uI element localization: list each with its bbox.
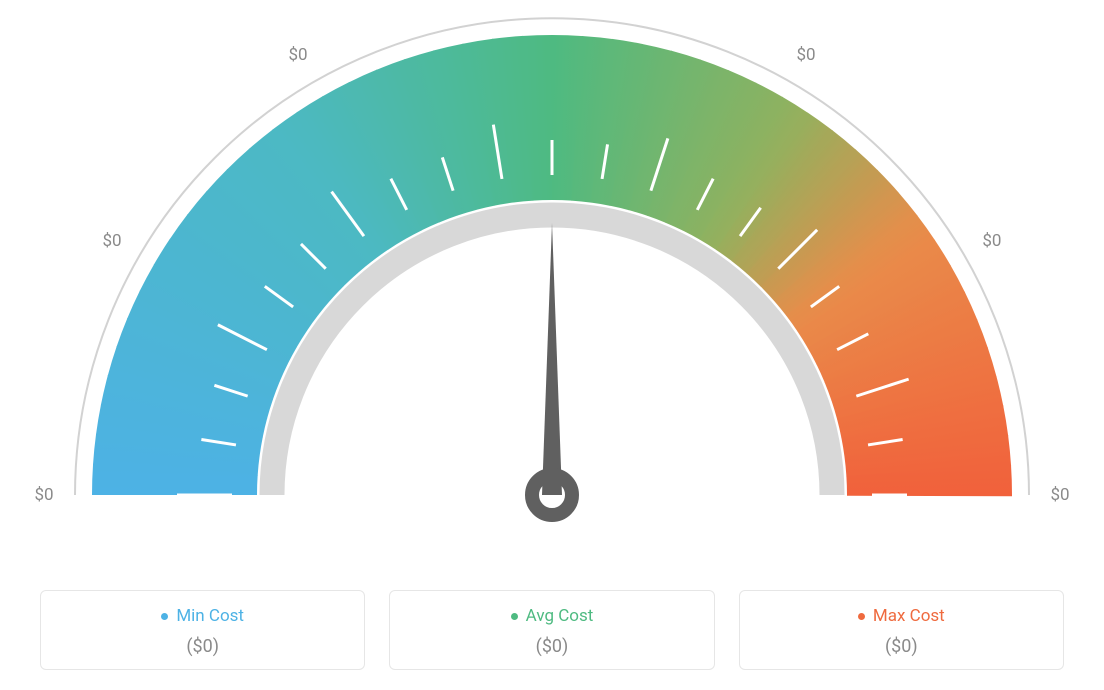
- legend-dot-icon: [511, 613, 518, 620]
- legend-title: Min Cost: [161, 606, 244, 626]
- legend-row: Min Cost ($0) Avg Cost ($0) Max Cost ($0): [40, 590, 1064, 671]
- legend-card: Max Cost ($0): [739, 590, 1064, 671]
- legend-card: Avg Cost ($0): [389, 590, 714, 671]
- legend-title: Avg Cost: [511, 606, 594, 626]
- legend-label: Avg Cost: [526, 606, 594, 626]
- legend-dot-icon: [858, 613, 865, 620]
- legend-value: ($0): [750, 636, 1053, 657]
- legend-card: Min Cost ($0): [40, 590, 365, 671]
- gauge-area: $0$0$0$0$0$0$0: [0, 0, 1104, 550]
- gauge-scale-label: $0: [288, 45, 307, 65]
- gauge-needle: [542, 223, 562, 495]
- gauge-chart-container: $0$0$0$0$0$0$0 Min Cost($0)Avg Cost($0)M…: [0, 0, 1104, 690]
- legend-value: ($0): [51, 636, 354, 657]
- legend-title: Max Cost: [858, 606, 945, 626]
- gauge-svg: [0, 0, 1104, 560]
- legend-value: ($0): [400, 636, 703, 657]
- gauge-scale-label: $0: [796, 45, 815, 65]
- legend-dot-icon: [161, 613, 168, 620]
- gauge-scale-label: $0: [34, 485, 53, 505]
- gauge-scale-label: $0: [982, 231, 1001, 251]
- legend-label: Max Cost: [873, 606, 945, 626]
- gauge-scale-label: $0: [102, 231, 121, 251]
- gauge-scale-label: $0: [1050, 485, 1069, 505]
- legend-label: Min Cost: [176, 606, 244, 626]
